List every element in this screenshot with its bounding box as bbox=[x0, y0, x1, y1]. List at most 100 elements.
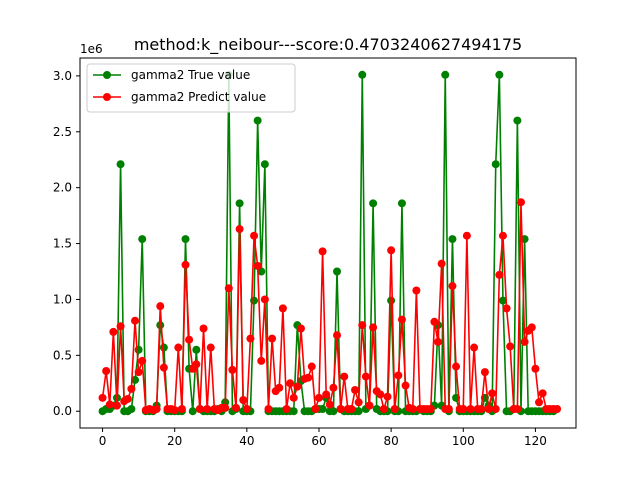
data-point bbox=[495, 270, 504, 279]
data-point bbox=[232, 403, 241, 412]
data-point bbox=[239, 396, 248, 405]
data-point bbox=[340, 372, 349, 381]
x-tick-label: 60 bbox=[311, 434, 326, 448]
chart-legend: gamma2 True value gamma2 Predict value bbox=[86, 63, 296, 113]
data-point bbox=[553, 405, 562, 413]
data-point bbox=[170, 406, 179, 415]
data-point bbox=[397, 199, 406, 208]
data-point bbox=[488, 389, 497, 398]
data-point bbox=[131, 316, 140, 325]
data-point bbox=[325, 400, 334, 409]
y-tick-label: 2.5 bbox=[53, 125, 72, 139]
data-point bbox=[206, 343, 215, 352]
data-point bbox=[235, 225, 244, 234]
data-point bbox=[408, 405, 417, 413]
data-point bbox=[307, 362, 316, 371]
data-point bbox=[322, 390, 331, 399]
data-point bbox=[369, 199, 378, 208]
data-point bbox=[520, 337, 529, 346]
x-tick-label: 20 bbox=[167, 434, 182, 448]
data-point bbox=[354, 398, 363, 407]
chart-title: method:k_neibour---score:0.4703240627494… bbox=[134, 35, 522, 55]
data-point bbox=[390, 405, 399, 413]
data-point bbox=[156, 302, 165, 311]
data-point bbox=[286, 379, 295, 388]
data-point bbox=[123, 394, 132, 403]
data-point bbox=[159, 363, 168, 372]
data-point bbox=[437, 259, 446, 268]
data-point bbox=[127, 384, 136, 393]
data-point bbox=[221, 403, 230, 412]
data-point bbox=[293, 382, 302, 391]
data-point bbox=[159, 343, 168, 352]
data-point bbox=[246, 334, 255, 343]
data-point bbox=[296, 324, 305, 333]
data-point bbox=[498, 296, 507, 305]
data-point bbox=[116, 160, 125, 169]
data-point bbox=[502, 304, 511, 313]
data-point bbox=[434, 337, 443, 346]
data-point bbox=[347, 405, 356, 413]
data-point bbox=[242, 405, 251, 413]
data-point bbox=[138, 356, 147, 365]
data-point bbox=[329, 407, 338, 416]
y-tick-label: 0.0 bbox=[53, 404, 72, 418]
legend-true-marker bbox=[103, 71, 111, 79]
data-point bbox=[531, 364, 540, 373]
x-axis: 0 20 40 60 80 100 120 bbox=[99, 428, 547, 448]
x-tick-label: 0 bbox=[99, 434, 107, 448]
data-point bbox=[268, 334, 277, 343]
data-point bbox=[336, 405, 345, 413]
x-tick-label: 40 bbox=[239, 434, 254, 448]
data-point bbox=[264, 405, 273, 413]
data-point bbox=[470, 343, 479, 352]
data-point bbox=[448, 282, 457, 291]
data-point bbox=[278, 304, 287, 313]
data-point bbox=[181, 260, 190, 269]
data-point bbox=[275, 383, 284, 392]
data-point bbox=[138, 235, 147, 244]
data-point bbox=[188, 407, 197, 416]
data-point bbox=[333, 267, 342, 276]
data-point bbox=[134, 345, 143, 354]
data-point bbox=[250, 231, 259, 240]
data-point bbox=[498, 231, 507, 240]
data-point bbox=[383, 392, 392, 401]
data-point bbox=[260, 160, 269, 169]
data-point bbox=[495, 70, 504, 79]
data-point bbox=[116, 322, 125, 331]
data-point bbox=[253, 116, 262, 125]
data-point bbox=[441, 70, 450, 79]
data-point bbox=[358, 70, 367, 79]
data-point bbox=[311, 405, 320, 413]
data-point bbox=[354, 407, 363, 416]
x-tick-label: 100 bbox=[452, 434, 475, 448]
data-point bbox=[462, 231, 471, 240]
x-tick-label: 120 bbox=[524, 434, 547, 448]
legend-true-label: gamma2 True value bbox=[131, 68, 250, 82]
data-point bbox=[314, 393, 323, 402]
data-point bbox=[109, 327, 118, 336]
data-point bbox=[224, 284, 233, 293]
data-point bbox=[394, 371, 403, 380]
y-tick-label: 3.0 bbox=[53, 69, 72, 83]
series-layer bbox=[98, 70, 562, 416]
data-point bbox=[376, 390, 385, 399]
y-tick-label: 1.5 bbox=[53, 237, 72, 251]
data-point bbox=[513, 116, 522, 125]
data-point bbox=[491, 160, 500, 169]
data-point bbox=[318, 247, 327, 256]
data-point bbox=[131, 375, 140, 384]
data-point bbox=[480, 368, 489, 377]
data-point bbox=[228, 365, 237, 374]
data-point bbox=[387, 246, 396, 255]
data-point bbox=[358, 321, 367, 330]
data-point bbox=[235, 199, 244, 208]
data-point bbox=[365, 401, 374, 410]
legend-predict-marker bbox=[103, 93, 111, 101]
data-point bbox=[506, 342, 515, 351]
data-point bbox=[491, 405, 500, 413]
data-point bbox=[387, 296, 396, 305]
